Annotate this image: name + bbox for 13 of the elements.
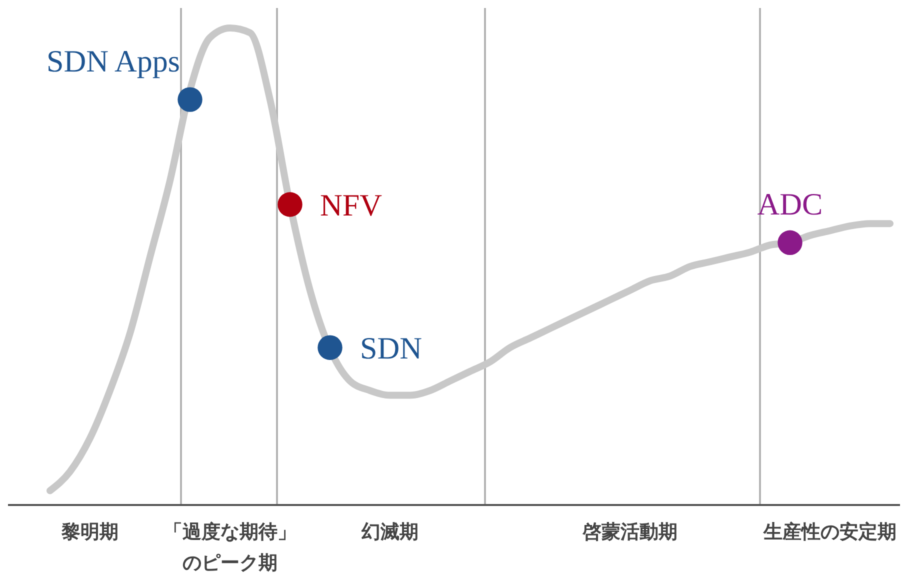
- x-tick-label: 幻滅期: [360, 521, 418, 543]
- x-tick-label: 啓蒙活動期: [582, 521, 678, 543]
- point: [318, 335, 342, 360]
- point: [778, 230, 802, 255]
- x-tick-label: 生産性の安定期: [762, 521, 896, 543]
- series-label: NFV: [320, 187, 383, 222]
- series-label: ADC: [757, 186, 823, 222]
- x-tick-label: 黎明期: [60, 521, 118, 543]
- x-tick-label: 「過度な期待」のピーク期: [164, 521, 296, 574]
- point: [178, 87, 202, 112]
- point: [278, 192, 302, 217]
- series-label: SDN Apps: [46, 44, 180, 79]
- series-label: SDN: [360, 330, 422, 366]
